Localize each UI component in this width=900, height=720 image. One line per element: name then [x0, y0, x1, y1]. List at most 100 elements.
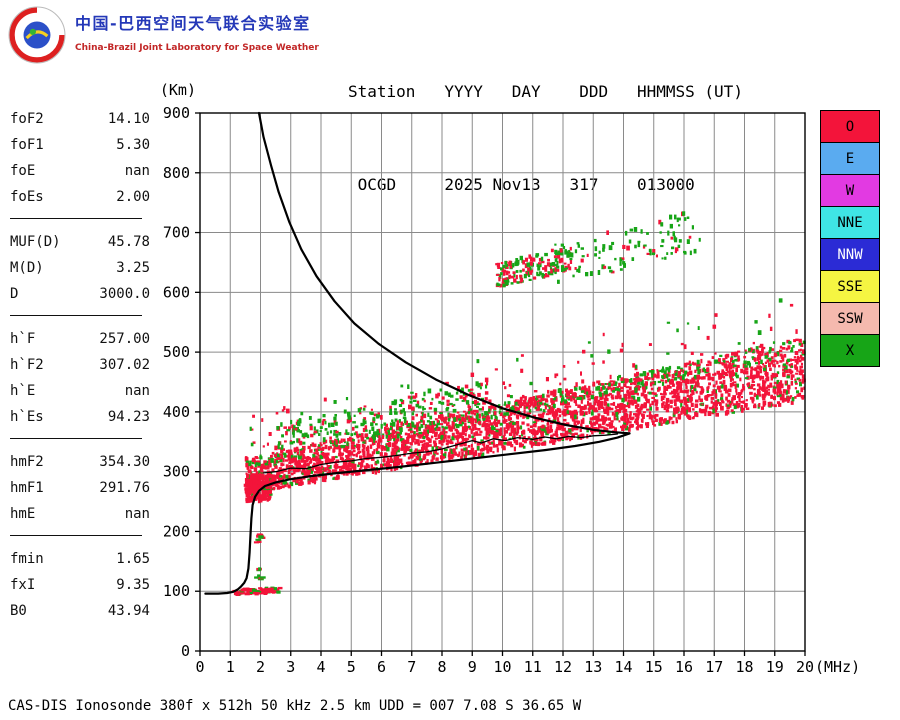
parameter-row: hmE nan — [10, 501, 150, 527]
parameter-group-separator — [10, 535, 142, 536]
parameter-panel: foF2 14.10 foF1 5.30 foE nan foEs 2.00 MUF(D) 45.… — [10, 106, 150, 624]
parameter-row: fxI 9.35 — [10, 572, 150, 598]
x-tick-label: 13 — [584, 658, 602, 676]
echo-band-e-region-marks-upper — [253, 533, 266, 544]
curve-transmission_curve — [257, 111, 631, 435]
parameter-value: 2.00 — [116, 189, 150, 205]
curve-scaled_trace — [262, 433, 619, 474]
legend-item-NNW: NNW — [820, 238, 880, 271]
parameter-row: foEs 2.00 — [10, 184, 150, 210]
x-tick-label: 2 — [256, 658, 265, 676]
x-tick-label: 14 — [614, 658, 632, 676]
plot-grid — [199, 112, 806, 652]
echo-band-main-f-trace — [243, 298, 806, 495]
parameter-row: h`E nan — [10, 378, 150, 404]
parameter-label: h`Es — [10, 409, 44, 425]
x-axis-unit-label: (MHz) — [815, 658, 860, 676]
echo-band-f-trace-start-blob — [245, 471, 273, 504]
station-header-values: OCGD 2025 Nov13 317 013000 — [348, 175, 695, 194]
y-tick-label: 300 — [163, 463, 190, 481]
laboratory-logo-icon — [8, 6, 66, 64]
parameter-label: hmE — [10, 506, 36, 522]
parameter-label: B0 — [10, 603, 27, 619]
parameter-label: fmin — [10, 551, 44, 567]
legend-item-X: X — [820, 334, 880, 367]
station-header: Station YYYY DAY DDD HHMMSS (UT) OCGD 20… — [348, 14, 743, 231]
x-tick-label: 15 — [645, 658, 663, 676]
parameter-group-separator — [10, 438, 142, 439]
y-axis-unit-label: (Km) — [160, 81, 196, 99]
parameter-value: 43.94 — [107, 603, 150, 619]
y-tick-label: 600 — [163, 283, 190, 301]
echo-band-above-band-sprinkle — [274, 381, 489, 451]
legend-item-E: E — [820, 142, 880, 175]
parameter-row: B0 43.94 — [10, 598, 150, 624]
parameter-row: fmin 1.65 — [10, 546, 150, 572]
parameter-label: foF1 — [10, 137, 44, 153]
x-tick-label: 6 — [377, 658, 386, 676]
y-tick-label: 900 — [163, 104, 190, 122]
legend-item-W: W — [820, 174, 880, 207]
y-tick-label: 100 — [163, 582, 190, 600]
parameter-value: 307.02 — [99, 357, 150, 373]
echo-band-second-hop-sparse — [549, 211, 701, 284]
parameter-row: MUF(D) 45.78 — [10, 229, 150, 255]
parameter-row: hmF1 291.76 — [10, 475, 150, 501]
y-tick-label: 200 — [163, 522, 190, 540]
parameter-label: foE — [10, 163, 36, 179]
parameter-label: M(D) — [10, 260, 44, 276]
legend-item-SSW: SSW — [820, 302, 880, 335]
echo-scatter — [232, 211, 806, 596]
x-tick-label: 1 — [226, 658, 235, 676]
parameter-row: h`F2 307.02 — [10, 352, 150, 378]
parameter-label: h`F2 — [10, 357, 44, 373]
parameter-value: nan — [124, 163, 150, 179]
x-tick-label: 19 — [766, 658, 784, 676]
x-tick-label: 16 — [675, 658, 693, 676]
parameter-value: 291.76 — [99, 480, 150, 496]
y-tick-label: 800 — [163, 164, 190, 182]
laboratory-logo-block: 中国-巴西空间天气联合实验室 China-Brazil Joint Labora… — [8, 6, 319, 64]
laboratory-title-chinese: 中国-巴西空间天气联合实验室 — [75, 14, 311, 33]
x-tick-label: 10 — [493, 658, 511, 676]
parameter-label: foF2 — [10, 111, 44, 127]
parameter-row: foF1 5.30 — [10, 132, 150, 158]
footer-status-line: CAS-DIS Ionosonde 380f x 512h 50 kHz 2.5… — [8, 698, 582, 714]
parameter-value: 14.10 — [107, 111, 150, 127]
parameter-row: foF2 14.10 — [10, 106, 150, 132]
axis-labels: 0 1 2 3 4 5 6 7 8 9 10 11 12 13 14 15 16 17 18 19 2001002003… — [160, 81, 860, 676]
parameter-label: D — [10, 286, 19, 302]
analysis-curves — [204, 111, 631, 595]
parameter-value: 94.23 — [107, 409, 150, 425]
curve-profile_curve — [204, 432, 631, 595]
parameter-value: 3000.0 — [99, 286, 150, 302]
station-header-labels: Station YYYY DAY DDD HHMMSS (UT) — [348, 82, 743, 101]
legend-item-NNE: NNE — [820, 206, 880, 239]
y-tick-label: 0 — [181, 642, 190, 660]
parameter-group-separator — [10, 315, 142, 316]
legend-item-O: O — [820, 110, 880, 143]
x-tick-label: 17 — [705, 658, 723, 676]
laboratory-title-block: 中国-巴西空间天气联合实验室 China-Brazil Joint Labora… — [75, 6, 319, 53]
parameter-label: hmF1 — [10, 480, 44, 496]
echo-band-e-region-marks-lower — [254, 567, 266, 581]
parameter-row: M(D) 3.25 — [10, 255, 150, 281]
parameter-value: 45.78 — [107, 234, 150, 250]
parameter-value: 9.35 — [116, 577, 150, 593]
y-tick-label: 400 — [163, 403, 190, 421]
parameter-row: D 3000.0 — [10, 281, 150, 307]
legend-item-SSE: SSE — [820, 270, 880, 303]
echo-band-es-trace — [232, 586, 283, 596]
x-tick-label: 3 — [286, 658, 295, 676]
parameter-value: 3.25 — [116, 260, 150, 276]
parameter-row: h`Es 94.23 — [10, 404, 150, 430]
parameter-row: foE nan — [10, 158, 150, 184]
x-tick-label: 12 — [554, 658, 572, 676]
parameter-value: 354.30 — [99, 454, 150, 470]
parameter-value: 257.00 — [99, 331, 150, 347]
parameter-label: hmF2 — [10, 454, 44, 470]
x-tick-label: 5 — [347, 658, 356, 676]
x-tick-label: 18 — [735, 658, 753, 676]
parameter-value: 1.65 — [116, 551, 150, 567]
echo-type-legend: O E W NNE NNW SSE SSW X — [820, 110, 880, 367]
